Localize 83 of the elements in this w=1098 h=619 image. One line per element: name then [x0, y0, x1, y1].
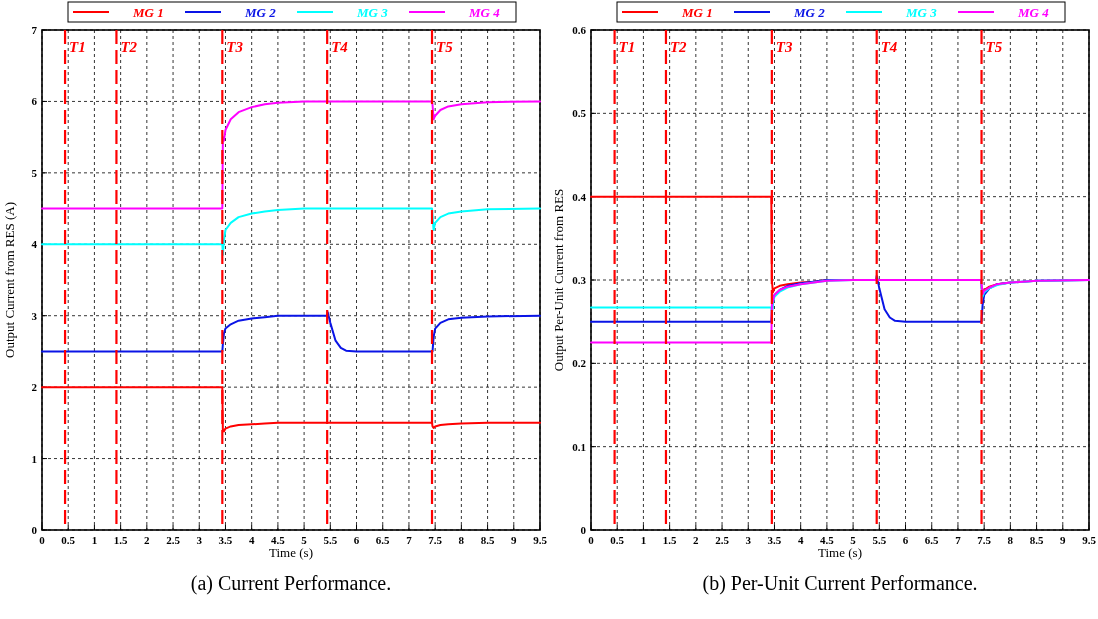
x-tick-label: 7	[406, 534, 413, 546]
y-tick-label: 7	[31, 24, 38, 36]
x-tick-label: 7	[955, 534, 962, 546]
x-tick-label: 5.5	[872, 534, 887, 546]
x-tick-label: 8.5	[1029, 534, 1044, 546]
x-tick-label: 4	[248, 534, 255, 546]
y-tick-label: 0.3	[572, 274, 587, 286]
legend-label: MG 4	[468, 5, 501, 20]
x-tick-label: 9	[1060, 534, 1067, 546]
x-tick-label: 6.5	[375, 534, 391, 546]
y-tick-label: 6	[31, 95, 38, 108]
x-tick-label: 7.5	[428, 534, 443, 546]
x-tick-label: 3.5	[767, 534, 782, 546]
text: (a) Current Performance.	[190, 572, 392, 595]
x-tick-label: 1	[91, 534, 98, 546]
y-tick-label: 0.6	[572, 24, 587, 36]
x-tick-label: 0.5	[61, 534, 76, 546]
x-tick-label: 4	[797, 534, 804, 546]
x-tick-label: 3	[196, 534, 203, 546]
legend-label: MG 2	[244, 5, 277, 20]
ref-line-label: T3	[775, 39, 794, 55]
x-tick-label: 9.5	[533, 534, 548, 546]
y-tick-label: 0	[31, 524, 38, 536]
line-series	[41, 100, 541, 210]
x-tick-label: 1	[640, 534, 647, 546]
y-axis-title: Output Per-Unit Current from RES	[551, 188, 566, 372]
x-tick-label: 6.5	[924, 534, 940, 546]
legend-label: MG 3	[905, 5, 938, 20]
x-tick-label: 2.5	[715, 534, 730, 546]
y-tick-label: 3	[31, 309, 38, 322]
legend-label: MG 2	[793, 5, 826, 20]
x-tick-label: 3	[745, 534, 752, 546]
x-tick-label: 7.5	[977, 534, 992, 546]
y-axis-title: Output Current from RES (A)	[2, 202, 17, 358]
x-axis-title: Time (s)	[269, 545, 313, 560]
y-tick-label: 4	[31, 238, 38, 251]
x-tick-label: 1.5	[662, 534, 678, 546]
ref-line-label: T4	[880, 39, 898, 55]
x-tick-label: 1.5	[113, 534, 129, 546]
x-tick-label: 3.5	[218, 534, 233, 546]
x-tick-label: 9	[511, 534, 518, 546]
x-tick-label: 4.5	[271, 534, 286, 546]
x-tick-label: 5.5	[323, 534, 338, 546]
ref-line-label: T1	[618, 39, 636, 55]
x-tick-label: 0.5	[610, 534, 625, 546]
y-tick-label: 0	[580, 524, 587, 536]
x-tick-label: 4.5	[820, 534, 835, 546]
x-tick-label: 8.5	[480, 534, 495, 546]
ref-line-label: T4	[331, 39, 349, 55]
ref-line-label: T1	[69, 39, 86, 55]
ref-line-label: T3	[226, 39, 244, 55]
y-tick-label: 1	[31, 452, 37, 465]
x-tick-label: 6	[353, 534, 360, 546]
x-tick-label: 0	[39, 534, 46, 546]
legend-label: MG 1	[132, 5, 164, 20]
y-tick-label: 0.2	[572, 357, 587, 370]
x-axis-title: Time (s)	[818, 545, 862, 560]
y-tick-label: 2	[31, 381, 38, 394]
line-series	[41, 207, 541, 256]
y-tick-label: 0.1	[572, 440, 586, 453]
y-tick-label: 0.4	[572, 190, 587, 203]
x-tick-label: 2	[144, 534, 151, 546]
ref-line-label: T5	[436, 39, 454, 55]
x-tick-label: 8	[458, 534, 465, 546]
x-tick-label: 9.5	[1082, 534, 1097, 546]
line-series	[590, 279, 1090, 344]
legend-label: MG 4	[1017, 5, 1050, 20]
ref-line-label: T2	[669, 39, 688, 55]
line-series	[41, 311, 541, 353]
x-tick-label: 0	[588, 534, 595, 546]
y-tick-label: 0.5	[572, 107, 587, 120]
x-tick-label: 2	[693, 534, 700, 546]
y-tick-label: 5	[31, 166, 38, 179]
legend-label: MG 1	[681, 5, 713, 20]
ref-line-label: T5	[985, 39, 1003, 55]
legend-label: MG 3	[356, 5, 389, 20]
x-tick-label: 8	[1007, 534, 1014, 546]
x-tick-label: 5	[301, 534, 308, 546]
x-tick-label: 2.5	[166, 534, 181, 546]
ref-line-label: T2	[120, 39, 138, 55]
text: (b) Per-Unit Current Performance.	[702, 572, 978, 595]
x-tick-label: 6	[902, 534, 909, 546]
x-tick-label: 5	[850, 534, 857, 546]
